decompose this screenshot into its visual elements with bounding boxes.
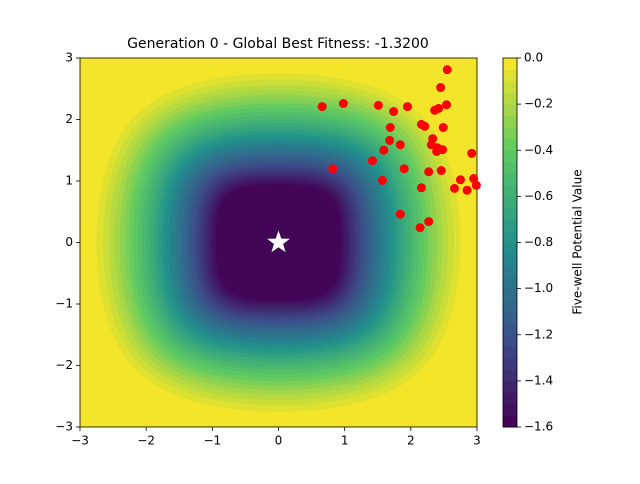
particle [395, 209, 405, 219]
particle [385, 122, 395, 132]
colorbar-band [503, 346, 517, 359]
x-tick-label: 3 [473, 434, 481, 448]
particle [328, 164, 338, 174]
particle [455, 175, 465, 185]
y-tick-label: 3 [65, 51, 73, 65]
colorbar-tick-label: −1.4 [524, 373, 553, 387]
particle [403, 102, 413, 112]
particle [415, 223, 425, 233]
colorbar-band [503, 104, 517, 117]
particle [389, 107, 399, 117]
particle [467, 148, 477, 158]
particle [416, 183, 426, 193]
colorbar-band [503, 265, 517, 278]
x-tick-label: 2 [407, 434, 415, 448]
particle [442, 100, 452, 110]
x-tick-label: 0 [275, 434, 283, 448]
y-tick-label: 2 [65, 112, 73, 126]
particle [379, 145, 389, 155]
particle [373, 100, 383, 110]
x-tick-label: −1 [203, 434, 221, 448]
colorbar-band [503, 230, 517, 243]
colorbar-tick-label: 0.0 [524, 51, 543, 65]
particle [385, 135, 395, 145]
colorbar-tick-label: −1.6 [524, 420, 553, 434]
particle [399, 164, 409, 174]
colorbar-band [503, 254, 517, 267]
colorbar-band [503, 323, 517, 336]
x-tick-label: 1 [341, 434, 349, 448]
colorbar: 0.0 −0.2 −0.4 −0.6 −0.8 −1.0 −1.2 −1.4 −1.6 [502, 51, 553, 434]
y-tick-label: −1 [55, 297, 73, 311]
colorbar-label: Five-well Potential Value [571, 169, 585, 314]
particle [377, 175, 387, 185]
x-tick-label: −2 [137, 434, 155, 448]
particle [338, 99, 348, 109]
colorbar-band [503, 219, 517, 232]
particle [317, 102, 327, 112]
colorbar-band [503, 334, 517, 347]
colorbar-band [503, 380, 517, 393]
colorbar-band [503, 184, 517, 197]
colorbar-band [503, 277, 517, 290]
colorbar-band [503, 58, 517, 71]
colorbar-band [503, 138, 517, 151]
colorbar-band [503, 69, 517, 82]
particle [395, 140, 405, 150]
colorbar-band [503, 300, 517, 313]
colorbar-band [503, 403, 517, 416]
colorbar-band [503, 161, 517, 174]
colorbar-band [503, 207, 517, 220]
y-tick-label: 0 [65, 235, 73, 249]
particle [438, 122, 448, 132]
colorbar-band [503, 369, 517, 382]
colorbar-band [503, 288, 517, 301]
colorbar-band [503, 173, 517, 186]
particle [424, 167, 434, 177]
colorbar-tick-label: −0.2 [524, 97, 553, 111]
particle [432, 146, 442, 156]
colorbar-band [503, 81, 517, 94]
colorbar-band [503, 415, 517, 428]
colorbar-tick-label: −0.4 [524, 143, 553, 157]
particle [436, 166, 446, 176]
particle [471, 180, 481, 190]
colorbar-tick-label: −1.0 [524, 281, 553, 295]
y-tick-label: −3 [55, 420, 73, 434]
colorbar-band [503, 311, 517, 324]
colorbar-band [503, 196, 517, 209]
particle [430, 105, 440, 115]
colorbar-band [503, 115, 517, 128]
particle [424, 217, 434, 227]
colorbar-band [503, 127, 517, 140]
colorbar-band [503, 392, 517, 405]
particle [367, 156, 377, 166]
colorbar-band [503, 357, 517, 370]
particle [450, 183, 460, 193]
y-tick-label: 1 [65, 174, 73, 188]
colorbar-tick-label: −0.8 [524, 235, 553, 249]
particle [436, 83, 446, 93]
x-tick-label: −3 [71, 434, 89, 448]
particle [462, 185, 472, 195]
particle [469, 174, 479, 184]
particle [420, 121, 430, 131]
colorbar-tick-label: −0.6 [524, 189, 553, 203]
chart-title: Generation 0 - Global Best Fitness: -1.3… [127, 36, 429, 52]
global-best-star [267, 230, 290, 253]
colorbar-tick-label: −1.2 [524, 327, 553, 341]
colorbar-band [503, 92, 517, 105]
colorbar-band [503, 242, 517, 255]
particle [442, 65, 452, 75]
colorbar-band [503, 150, 517, 163]
y-tick-label: −2 [55, 358, 73, 372]
